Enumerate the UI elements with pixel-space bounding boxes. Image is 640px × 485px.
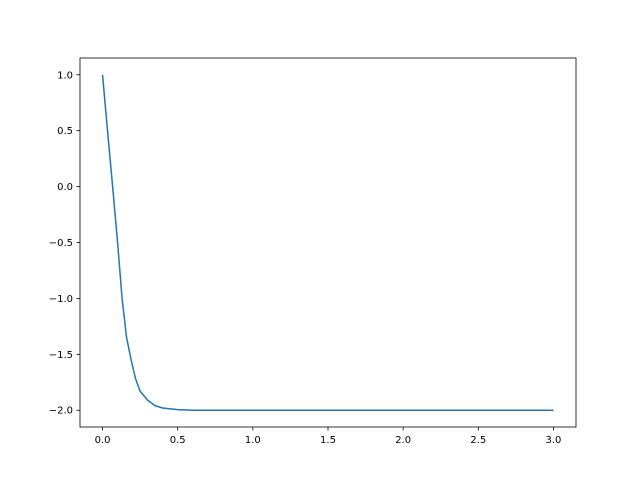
x-tick-label: 2.0 (395, 435, 411, 446)
axes-frame (79, 57, 577, 428)
y-tick-label: −1.5 (49, 350, 73, 361)
series-line (101, 74, 554, 411)
x-tick-label: 0.0 (95, 435, 111, 446)
y-tick-label: 0.5 (57, 126, 73, 137)
x-tick-label: 3.0 (546, 435, 562, 446)
y-tick-label: −0.5 (49, 238, 73, 249)
y-tick-label: 0.0 (57, 182, 73, 193)
x-tick-label: 1.0 (245, 435, 261, 446)
x-tick-label: 1.5 (320, 435, 336, 446)
x-tick-label: 0.5 (170, 435, 186, 446)
x-tick-label: 2.5 (470, 435, 486, 446)
y-tick-label: 1.0 (57, 70, 73, 81)
y-tick-label: −2.0 (49, 406, 73, 417)
y-tick-label: −1.0 (49, 294, 73, 305)
